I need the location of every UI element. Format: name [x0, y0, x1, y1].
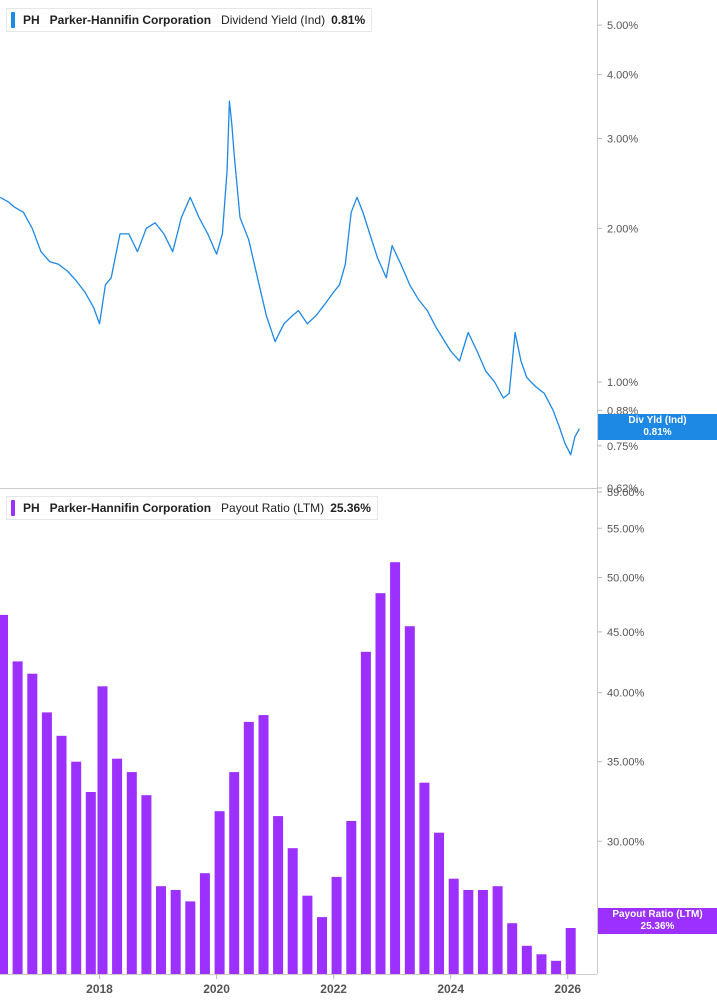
- payout-bar: [12, 661, 23, 974]
- y-tick-label: 2.00%: [607, 223, 638, 235]
- x-tick-label: 2020: [203, 982, 230, 996]
- x-tick-label: 2024: [437, 982, 464, 996]
- payout-bar: [551, 960, 562, 974]
- payout-bar: [507, 923, 518, 974]
- payout-bar: [448, 878, 459, 974]
- payout-bar: [112, 758, 123, 974]
- payout-bar: [41, 712, 52, 974]
- metric-name: Dividend Yield (Ind): [221, 13, 326, 27]
- payout-bar: [71, 761, 82, 974]
- y-tick-label: 0.62%: [607, 483, 638, 495]
- payout-bar: [273, 816, 284, 974]
- payout-bar: [56, 735, 67, 974]
- y-tick-label: 55.00%: [607, 523, 645, 535]
- payout-bar: [0, 614, 8, 974]
- current-yield-flag: Div Yld (Ind) 0.81%: [598, 414, 717, 440]
- company-name: Parker-Hannifin Corporation: [49, 13, 212, 27]
- payout-bar: [375, 593, 386, 974]
- bottom-legend: PH Parker-Hannifin Corporation Payout Ra…: [6, 496, 378, 520]
- payout-bar: [434, 832, 444, 974]
- payout-bar: [287, 848, 298, 974]
- payout-bar: [477, 890, 488, 974]
- payout-bar: [331, 876, 342, 974]
- x-tick-label: 2026: [554, 982, 581, 996]
- y-tick-label: 1.00%: [607, 377, 638, 389]
- metric-name: Payout Ratio (LTM): [221, 501, 325, 515]
- payout-bar: [243, 721, 254, 974]
- bar-swatch: [11, 500, 15, 516]
- top-legend: PH Parker-Hannifin Corporation Dividend …: [6, 8, 373, 32]
- y-tick-label: 4.00%: [607, 70, 638, 82]
- flag-value: 0.81%: [643, 427, 672, 438]
- payout-bar: [404, 626, 415, 974]
- y-tick-label: 3.00%: [607, 133, 638, 145]
- company-name: Parker-Hannifin Corporation: [49, 501, 212, 515]
- y-tick-label: 5.00%: [607, 20, 638, 32]
- payout-bar: [565, 928, 576, 974]
- payout-bar: [229, 772, 240, 974]
- x-tick-label: 2018: [86, 982, 113, 996]
- y-tick-label: 50.00%: [607, 572, 645, 584]
- payout-bar: [536, 954, 547, 974]
- y-tick-label: 0.75%: [607, 441, 638, 453]
- payout-bar: [317, 917, 327, 974]
- line-swatch: [11, 12, 15, 28]
- payout-bar: [390, 562, 401, 974]
- metric-value: 0.81%: [331, 13, 366, 27]
- y-tick-label: 35.00%: [607, 757, 645, 769]
- payout-bar: [85, 792, 96, 974]
- payout-bar: [302, 895, 313, 974]
- payout-bar: [258, 715, 269, 974]
- payout-bar: [170, 890, 181, 974]
- ticker: PH: [23, 13, 40, 27]
- flag-label: Payout Ratio (LTM): [612, 909, 703, 920]
- y-tick-label: 59.00%: [607, 487, 645, 499]
- payout-bar: [141, 795, 152, 974]
- payout-bar: [156, 886, 166, 974]
- flag-value: 25.36%: [640, 921, 675, 932]
- payout-bar: [463, 890, 474, 974]
- payout-bar: [214, 811, 225, 974]
- y-tick-label: 40.00%: [607, 688, 645, 700]
- payout-bar: [199, 873, 210, 974]
- ticker: PH: [23, 501, 40, 515]
- dividend-yield-line: [0, 100, 580, 456]
- flag-label: Div Yld (Ind): [628, 415, 687, 426]
- current-payout-flag: Payout Ratio (LTM) 25.36%: [598, 908, 717, 934]
- payout-bar: [185, 901, 196, 974]
- payout-bar: [126, 772, 137, 974]
- payout-bar: [27, 673, 38, 974]
- metric-value: 25.36%: [330, 501, 371, 515]
- x-tick-label: 2022: [320, 982, 347, 996]
- payout-bar: [492, 886, 503, 974]
- payout-bar: [97, 686, 108, 974]
- y-tick-label: 45.00%: [607, 627, 645, 639]
- y-tick-label: 30.00%: [607, 836, 645, 848]
- payout-bar: [346, 821, 357, 974]
- payout-bar: [419, 782, 430, 974]
- payout-bar: [360, 651, 371, 974]
- payout-bar: [521, 945, 532, 974]
